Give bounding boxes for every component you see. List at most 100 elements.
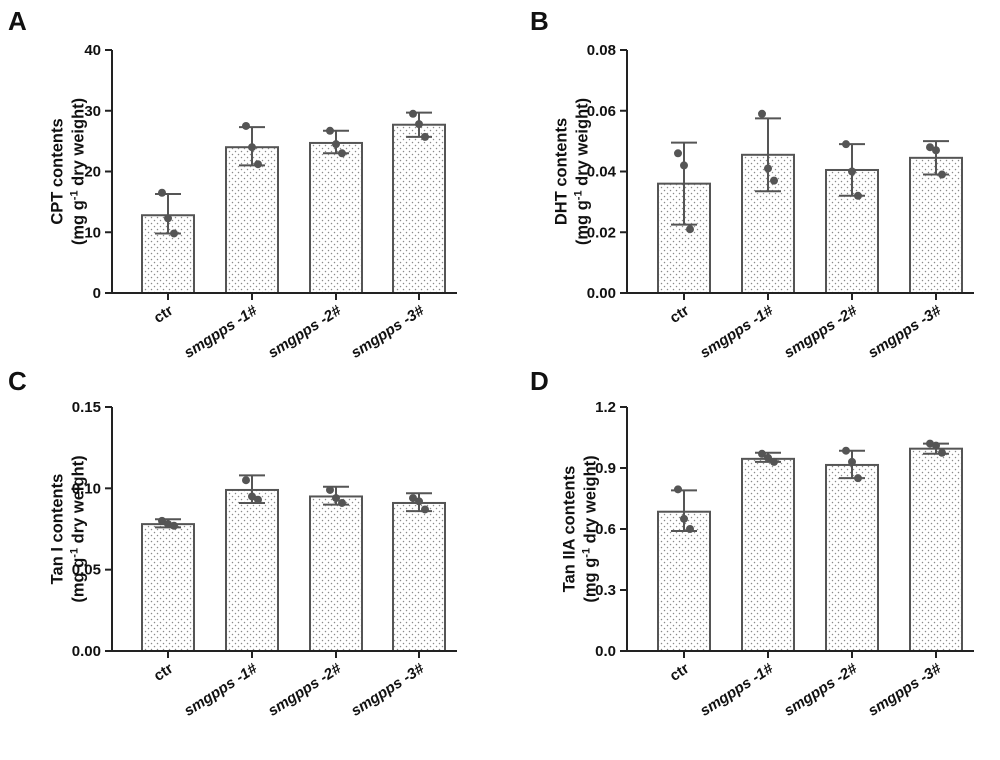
- x-tick-label-3: smgpps -3#: [865, 660, 945, 720]
- y-tick-label-2: 0.10: [72, 480, 101, 497]
- data-point-3-1: [842, 140, 850, 148]
- y-tick-label-2: 0.04: [587, 164, 617, 181]
- data-point-1-2: [680, 161, 688, 169]
- bar-1: [142, 524, 194, 651]
- data-point-2-1: [242, 476, 250, 484]
- data-point-3-3: [854, 474, 862, 482]
- data-point-1-3: [170, 522, 178, 530]
- panel-b: B DHT contents(mg g-1 dry weight) 0.00 0.02…: [530, 6, 974, 362]
- data-point-4-3: [938, 171, 946, 179]
- bar-2: [742, 459, 794, 651]
- x-tick-label-0: ctr: [667, 302, 692, 327]
- data-point-3-1: [326, 127, 334, 135]
- data-point-4-2: [932, 146, 940, 154]
- data-point-3-3: [338, 149, 346, 157]
- data-point-3-3: [854, 192, 862, 200]
- data-point-2-2: [764, 164, 772, 172]
- x-tick-label-1: smgpps -1#: [697, 660, 777, 720]
- panel-d: DTan IIA contents(mg g-1 dry weight)0.00…: [530, 366, 974, 720]
- data-point-3-1: [326, 486, 334, 494]
- data-point-3-3: [338, 499, 346, 507]
- data-point-3-2: [332, 140, 340, 148]
- y-axis-label: DHT contents(mg g-1 dry weight): [553, 98, 592, 245]
- data-point-1-2: [680, 515, 688, 523]
- bar-3: [826, 465, 878, 651]
- x-tick-label-2: smgpps -2#: [781, 302, 861, 362]
- bar-4: [393, 125, 445, 293]
- x-tick-label-3: smgpps -3#: [348, 302, 428, 362]
- x-tick-label-1: smgpps -1#: [181, 660, 261, 720]
- data-point-1-3: [686, 525, 694, 533]
- x-tick-label-1: smgpps -1#: [697, 302, 777, 362]
- y-axis-label: Tan I contents(mg g-1 dry weight): [49, 455, 88, 602]
- y-tick-label-2: 0.6: [595, 521, 616, 538]
- data-point-4-1: [409, 110, 417, 118]
- y-axis-label: Tan IIA contents(mg g-1 dry weight): [561, 455, 600, 602]
- data-point-4-3: [421, 505, 429, 513]
- panel-a: ACPT contents(mg g-1 dry weight)01020304…: [8, 6, 457, 362]
- data-point-4-2: [415, 497, 423, 505]
- x-tick-label-0: ctr: [151, 660, 176, 685]
- data-point-2-3: [254, 160, 262, 168]
- y-axis-label-line1: CPT contents: [49, 118, 67, 224]
- x-tick-label-0: ctr: [667, 660, 692, 685]
- data-point-3-2: [848, 168, 856, 176]
- y-axis-label-superscript: -1: [68, 548, 80, 558]
- x-tick-label-3: smgpps -3#: [865, 302, 945, 362]
- y-axis-label-line2-rest: dry weight): [69, 455, 87, 548]
- bar-4: [910, 158, 962, 293]
- data-point-3-1: [842, 447, 850, 455]
- data-point-4-3: [938, 449, 946, 457]
- y-tick-label-3: 0.06: [587, 103, 616, 120]
- data-point-1-1: [158, 189, 166, 197]
- x-tick-label-3: smgpps -3#: [348, 660, 428, 720]
- y-tick-label-1: 0.02: [587, 224, 616, 241]
- bar-1: [658, 512, 710, 651]
- data-point-2-3: [770, 458, 778, 466]
- data-point-2-3: [254, 496, 262, 504]
- data-point-1-1: [674, 485, 682, 493]
- y-tick-label-1: 10: [84, 224, 101, 241]
- y-axis-label-superscript: -1: [580, 548, 592, 558]
- x-tick-label-2: smgpps -2#: [781, 660, 861, 720]
- data-point-1-2: [164, 214, 172, 222]
- y-tick-label-3: 30: [84, 103, 101, 120]
- data-point-2-1: [242, 122, 250, 130]
- y-tick-label-3: 0.15: [72, 399, 101, 416]
- data-point-4-3: [421, 133, 429, 141]
- data-point-2-1: [758, 110, 766, 118]
- x-tick-label-2: smgpps -2#: [265, 302, 345, 362]
- y-axis-label-line1: Tan IIA contents: [561, 466, 579, 593]
- bar-3: [310, 143, 362, 293]
- x-tick-label-1: smgpps -1#: [181, 302, 261, 362]
- y-tick-label-2: 20: [84, 164, 101, 181]
- y-axis-label-line1: DHT contents: [553, 118, 571, 225]
- bar-2: [226, 147, 278, 293]
- data-point-2-3: [770, 177, 778, 185]
- panel-letter: A: [8, 6, 27, 36]
- bar-4: [393, 503, 445, 651]
- data-point-1-3: [686, 225, 694, 233]
- y-axis-label-superscript: -1: [572, 190, 584, 200]
- panel-letter: B: [530, 6, 549, 36]
- y-tick-label-4: 1.2: [595, 399, 616, 416]
- y-axis-label-line1: Tan I contents: [49, 474, 67, 585]
- data-point-1-3: [170, 229, 178, 237]
- y-tick-label-0: 0: [93, 285, 101, 302]
- data-point-4-2: [932, 442, 940, 450]
- x-tick-label-2: smgpps -2#: [265, 660, 345, 720]
- panel-c: CTan I contents(mg g-1 dry weight)0.000.…: [8, 366, 457, 720]
- y-axis-label-superscript: -1: [68, 190, 80, 200]
- panel-letter: D: [530, 366, 549, 396]
- x-tick-label-0: ctr: [151, 302, 176, 327]
- bar-3: [310, 496, 362, 651]
- y-tick-label-4: 0.08: [587, 42, 616, 59]
- y-axis-label: CPT contents(mg g-1 dry weight): [49, 98, 88, 245]
- y-tick-label-3: 0.9: [595, 460, 616, 477]
- y-tick-label-1: 0.3: [595, 582, 616, 599]
- y-tick-label-0: 0.00: [72, 643, 101, 660]
- y-tick-label-0: 0.00: [587, 285, 616, 302]
- bar-4: [910, 449, 962, 651]
- data-point-3-2: [848, 458, 856, 466]
